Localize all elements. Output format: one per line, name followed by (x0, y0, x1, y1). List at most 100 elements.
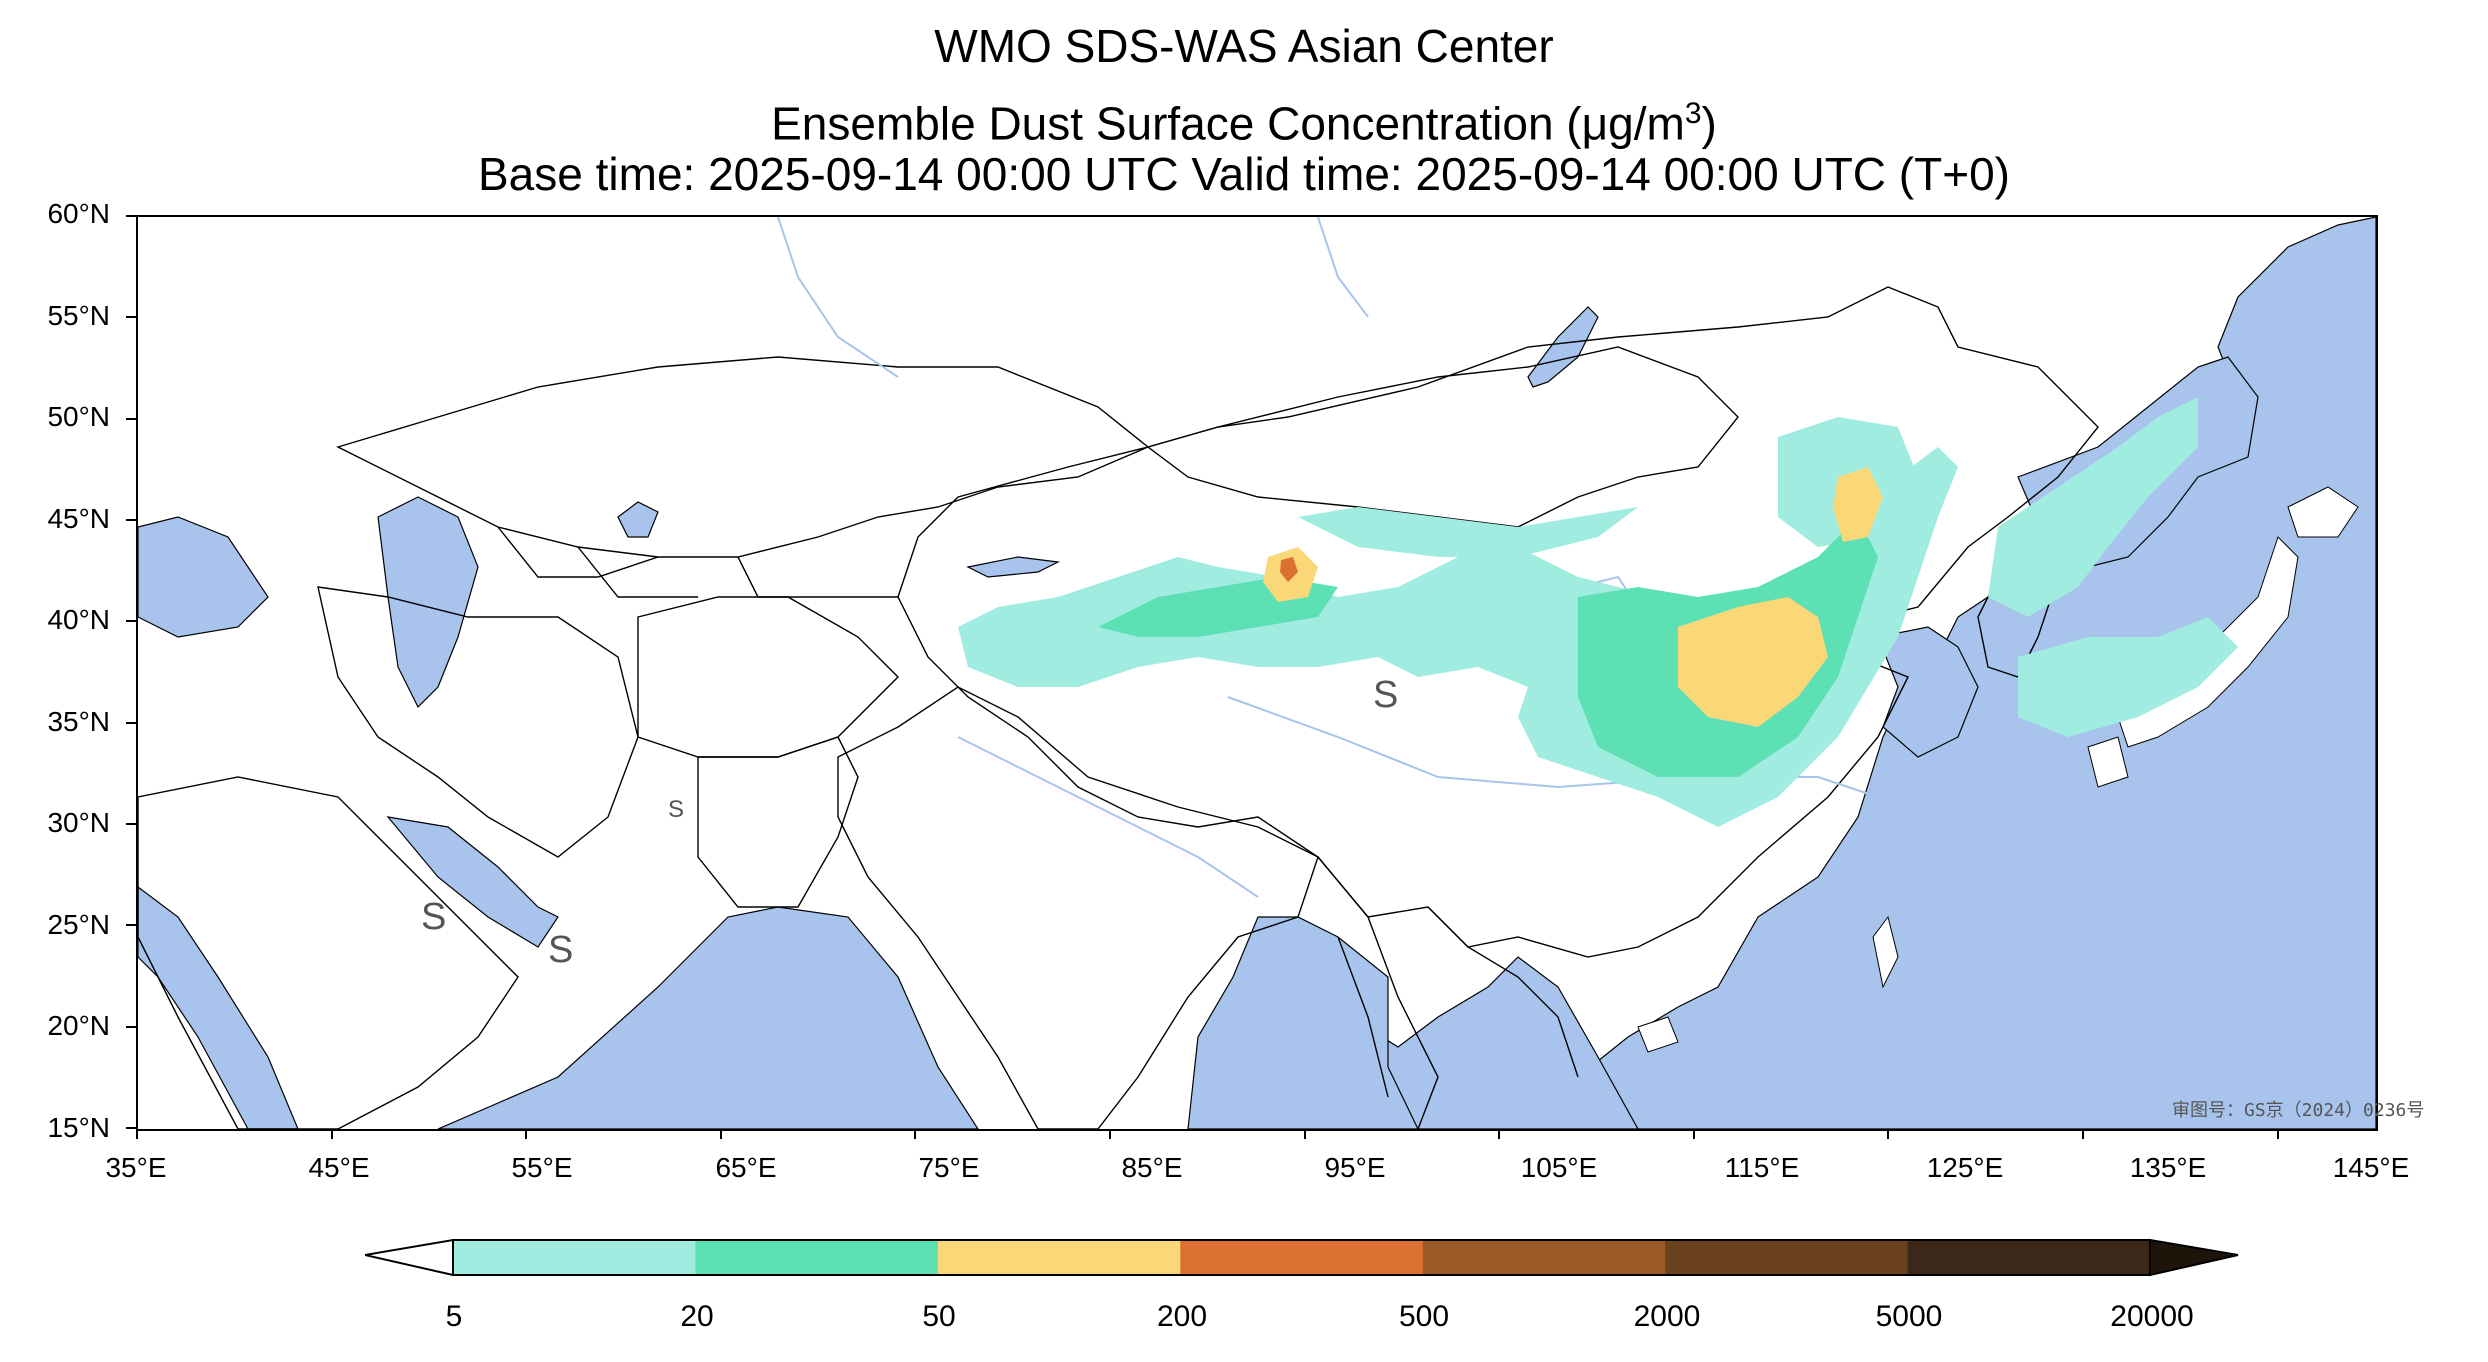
colorbar-segment (695, 1240, 939, 1275)
dust-200-500-core (1280, 557, 1298, 582)
aral-sea (617, 501, 659, 538)
dust-contours (958, 397, 2238, 827)
lon-label: 145°E (2332, 1152, 2410, 1183)
dust-50-200-inner-mongolia (1833, 467, 1883, 542)
caspian-sea (377, 496, 479, 709)
lat-label: 20°N (47, 1010, 110, 1041)
lat-tick (126, 924, 136, 927)
lat-tick (126, 215, 136, 217)
dust-5-20-japan (2018, 617, 2238, 737)
colorbar-segment (937, 1240, 1181, 1275)
colorbar-label: 5000 (1875, 1300, 1943, 1333)
lon-tick (525, 1129, 528, 1139)
lat-label: 45°N (47, 503, 110, 534)
colorbar-label: 2000 (1633, 1300, 1701, 1333)
colorbar-segment (1180, 1240, 1424, 1275)
lat-tick (126, 1127, 136, 1129)
colorbar-segment (1422, 1240, 1666, 1275)
lat-tick (126, 1025, 136, 1028)
lon-label: 105°E (1520, 1152, 1598, 1183)
lon-label: 115°E (1724, 1152, 1800, 1183)
lon-tick (1498, 1129, 1501, 1139)
lon-label: 65°E (715, 1152, 777, 1183)
map-title: WMO SDS-WAS Asian Center (934, 20, 1554, 72)
lon-tick (2276, 1129, 2279, 1139)
dust-50-200-north-china (1678, 597, 1828, 727)
colorbar-label: 20000 (2110, 1300, 2194, 1333)
taiwan (1872, 915, 1899, 989)
arabia-border (138, 776, 519, 1129)
colorbar-segments (453, 1240, 2151, 1275)
colorbar-label: 200 (1156, 1300, 1208, 1333)
colorbar-under-arrow (365, 1238, 454, 1277)
lon-label: 125°E (1926, 1152, 2004, 1183)
lat-tick (126, 823, 136, 825)
central-asia-borders (497, 526, 898, 598)
yangtze-river (1227, 696, 1879, 798)
lat-label: 15°N (47, 1112, 110, 1143)
lon-label: 45°E (308, 1152, 370, 1183)
s-marker: S (548, 929, 573, 971)
map-subtitle: Ensemble Dust Surface Concentration (μg/… (771, 97, 1717, 150)
lon-label: 95°E (1324, 1152, 1386, 1183)
lon-tick (1692, 1129, 1695, 1139)
s-marker: S (421, 896, 446, 938)
lat-label: 35°N (47, 706, 110, 737)
lon-tick (2082, 1129, 2085, 1139)
colorbar (365, 1238, 2239, 1277)
lon-tick (719, 1129, 722, 1139)
lon-tick (1109, 1129, 1112, 1139)
lat-tick (126, 417, 136, 420)
siberian-river (777, 217, 1369, 378)
hokkaido (2287, 486, 2359, 538)
s-markers: S S S S (421, 674, 1398, 971)
colorbar-segment (1907, 1240, 2151, 1275)
persian-gulf (386, 816, 559, 948)
lon-label: 135°E (2129, 1152, 2207, 1183)
s-marker: S (1373, 674, 1398, 716)
hainan (1637, 1016, 1679, 1053)
dust-5-20-mongolia (1298, 507, 1638, 557)
lon-label: 35°E (105, 1152, 167, 1183)
arabian-sea (437, 906, 979, 1129)
ocean-layer (138, 217, 2376, 1129)
red-sea (138, 886, 299, 1129)
lon-tick (1887, 1129, 1890, 1139)
lat-tick (126, 519, 136, 521)
colorbar-label: 50 (922, 1300, 956, 1333)
china-border (897, 286, 2099, 958)
mongolia-border (1146, 346, 1739, 528)
lat-label: 40°N (47, 604, 110, 635)
kazakhstan-border (336, 356, 1150, 558)
map-area: S S S S (136, 215, 2378, 1131)
lon-tick (136, 1129, 138, 1139)
colorbar-over-arrow (2149, 1238, 2239, 1277)
lat-label: 25°N (47, 909, 110, 940)
kyushu (2087, 736, 2129, 788)
lat-tick (126, 721, 136, 724)
lat-label: 30°N (47, 807, 110, 838)
lon-tick (330, 1129, 333, 1139)
lat-tick (126, 620, 136, 623)
colorbar-label: 20 (680, 1300, 714, 1333)
lon-label: 55°E (511, 1152, 573, 1183)
lat-label: 50°N (47, 401, 110, 432)
lon-tick (1303, 1129, 1306, 1139)
review-number: 审图号：GS京（2024）0236号 (2172, 1100, 2425, 1121)
black-sea (138, 516, 269, 638)
colorbar-label: 5 (445, 1300, 463, 1333)
lat-label: 60°N (47, 198, 110, 229)
colorbar-segment (1665, 1240, 1909, 1275)
lat-tick (126, 316, 136, 319)
afghanistan-border (637, 596, 899, 758)
lon-label: 75°E (918, 1152, 980, 1183)
bay-of-bengal (1187, 916, 1419, 1129)
yellow-sea (1877, 626, 1979, 758)
pakistan-border (697, 736, 859, 908)
lon-tick (914, 1129, 917, 1139)
colorbar-segment (453, 1240, 696, 1275)
india-border (837, 686, 1319, 1129)
lake-balkhash (966, 556, 1061, 578)
lon-label: 85°E (1121, 1152, 1183, 1183)
map-svg: S S S S (138, 217, 2376, 1129)
